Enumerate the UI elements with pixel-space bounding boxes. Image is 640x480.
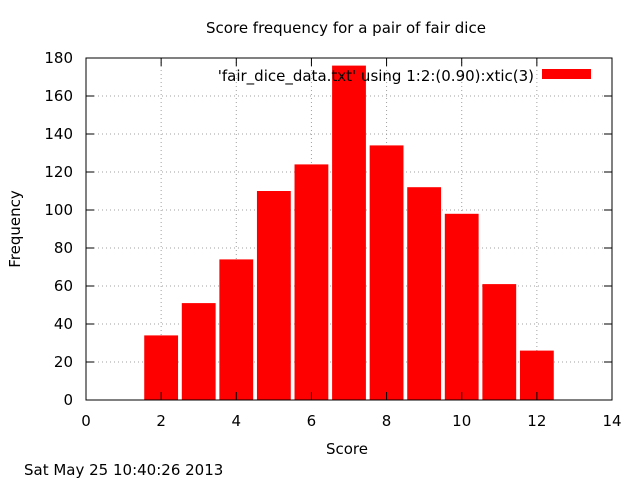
bar (444, 213, 479, 400)
timestamp: Sat May 25 10:40:26 2013 (24, 461, 223, 479)
x-tick-label: 6 (307, 412, 317, 430)
bar (256, 191, 291, 400)
y-tick-label: 100 (44, 201, 73, 219)
y-tick-label: 0 (63, 391, 73, 409)
bar (219, 259, 254, 400)
legend: 'fair_dice_data.txt' using 1:2:(0.90):xt… (218, 67, 591, 86)
x-tick-label: 8 (382, 412, 392, 430)
bar (144, 335, 179, 400)
x-axis-label: Score (326, 440, 368, 458)
y-tick-label: 160 (44, 87, 73, 105)
y-tick-label: 60 (54, 277, 73, 295)
x-tick-label: 10 (452, 412, 471, 430)
legend-swatch (542, 69, 591, 79)
bar (369, 145, 404, 400)
y-axis-label: Frequency (6, 190, 24, 268)
y-tick-label: 120 (44, 163, 73, 181)
bar (407, 187, 442, 400)
x-tick-label: 14 (602, 412, 621, 430)
y-tick-label: 20 (54, 353, 73, 371)
chart-title: Score frequency for a pair of fair dice (206, 19, 486, 37)
plot-border (85, 57, 613, 401)
bar (482, 284, 517, 400)
x-tick-label: 0 (81, 412, 91, 430)
x-tick-label: 2 (156, 412, 166, 430)
x-tick-label: 4 (232, 412, 242, 430)
bar (294, 164, 329, 400)
bar (332, 65, 366, 400)
bar (181, 303, 216, 400)
y-tick-label: 180 (44, 49, 73, 67)
legend-label: 'fair_dice_data.txt' using 1:2:(0.90):xt… (218, 67, 534, 86)
bar (519, 350, 554, 400)
y-tick-label: 80 (54, 239, 73, 257)
y-tick-label: 140 (44, 125, 73, 143)
bars (144, 65, 554, 400)
x-tick-label: 12 (527, 412, 546, 430)
axis-ticks: 0 20 40 60 80 100 120 140 160 180 0 2 4 6 8 10 12 14 (44, 49, 621, 430)
y-tick-label: 40 (54, 315, 73, 333)
